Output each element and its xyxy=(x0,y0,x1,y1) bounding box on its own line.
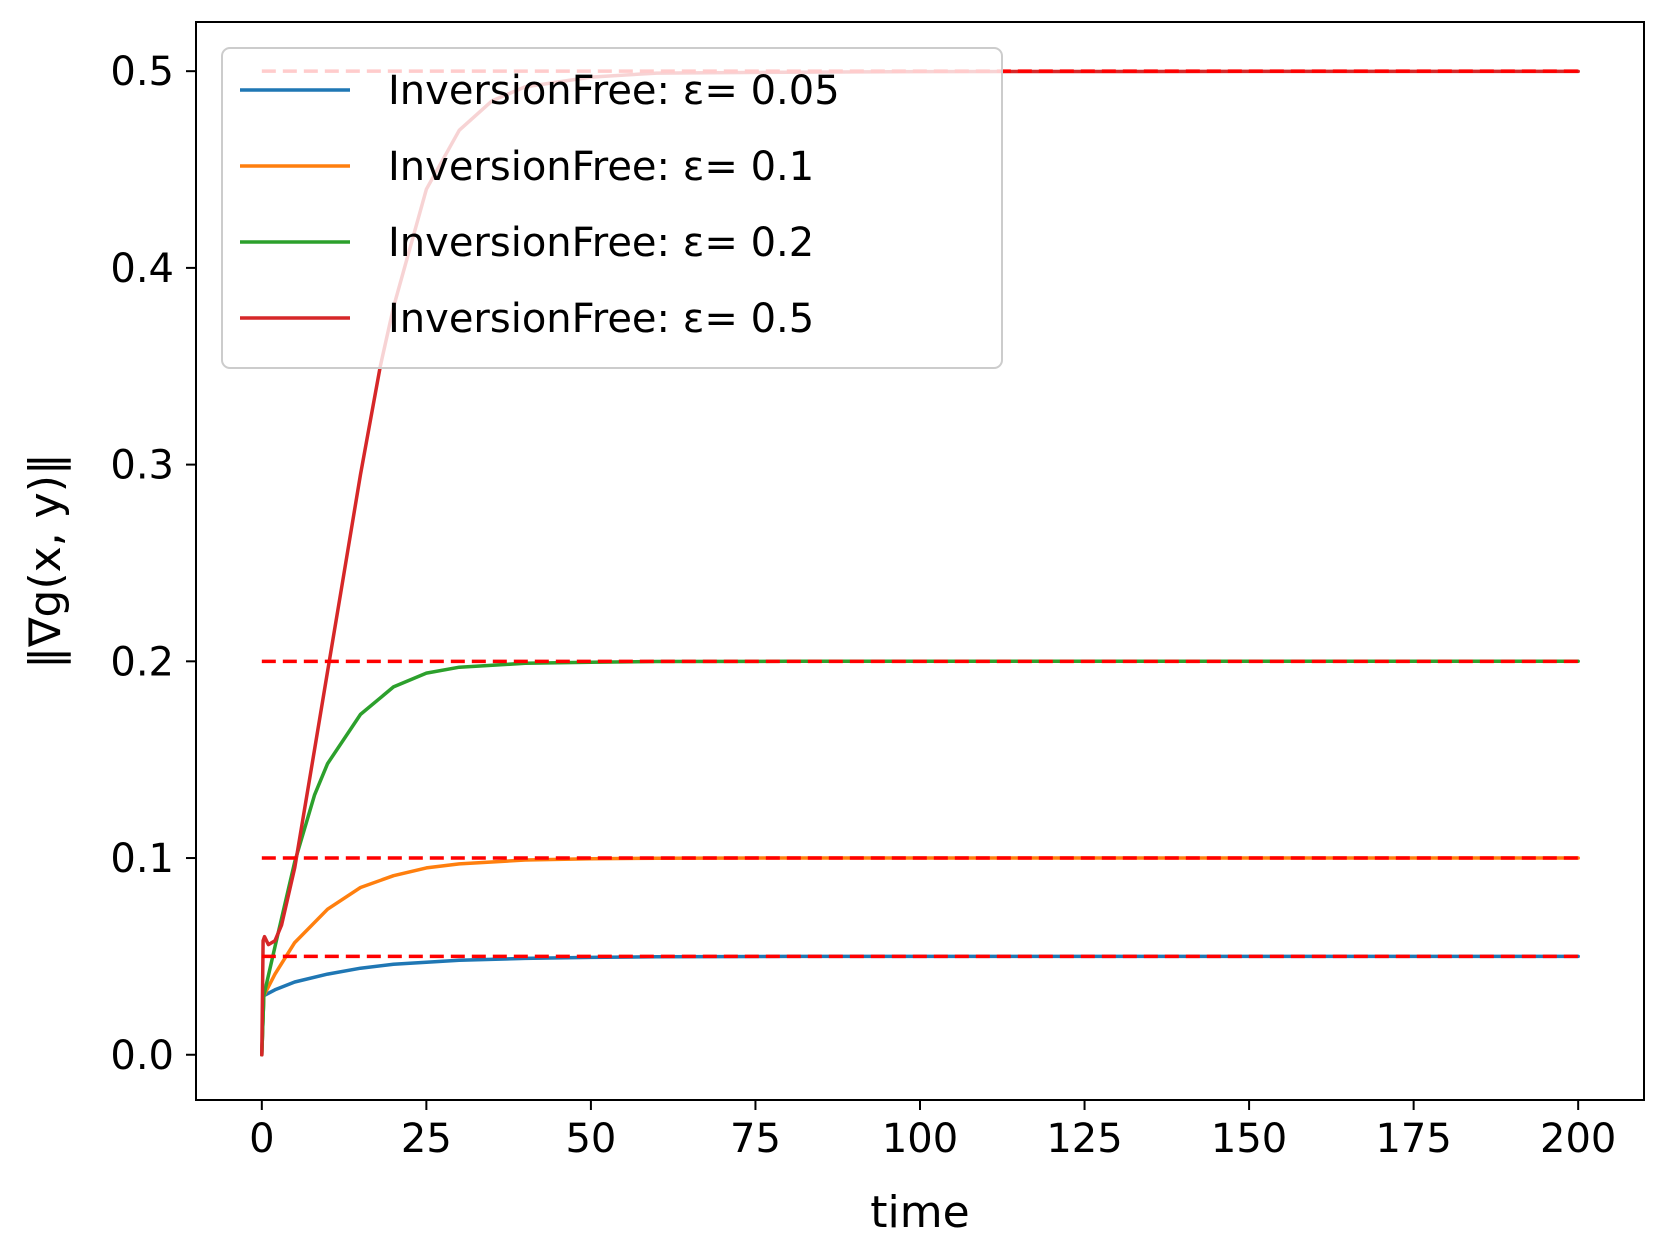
legend-label-4: InversionFree: ε= 0.5 xyxy=(388,296,814,342)
legend-label-2: InversionFree: ε= 0.1 xyxy=(388,144,814,190)
x-axis: 0 25 50 75 100 125 150 175 200 xyxy=(249,1100,1616,1162)
x-tick-label: 75 xyxy=(730,1116,781,1162)
legend-label-1: InversionFree: ε= 0.05 xyxy=(388,68,840,114)
y-tick-label: 0.3 xyxy=(110,443,174,489)
y-axis-label: ‖∇g(x, y)‖ xyxy=(20,453,71,669)
legend-items: InversionFree: ε= 0.05 InversionFree: ε= … xyxy=(240,68,840,342)
y-axis: 0.0 0.1 0.2 0.3 0.4 0.5 xyxy=(110,49,196,1079)
y-tick-label: 0.5 xyxy=(110,49,174,95)
legend-box xyxy=(221,47,1003,369)
x-tick-label: 125 xyxy=(1046,1116,1122,1162)
x-tick-label: 175 xyxy=(1375,1116,1451,1162)
y-tick-label: 0.0 xyxy=(110,1033,174,1079)
y-tick-label: 0.2 xyxy=(110,639,174,685)
y-tick-label: 0.1 xyxy=(110,836,174,882)
x-tick-label: 50 xyxy=(565,1116,616,1162)
x-tick-label: 150 xyxy=(1211,1116,1287,1162)
legend-label-3: InversionFree: ε= 0.2 xyxy=(388,220,814,266)
x-tick-label: 0 xyxy=(249,1116,274,1162)
x-tick-label: 200 xyxy=(1540,1116,1616,1162)
legend: InversionFree: ε= 0.05 InversionFree: ε= … xyxy=(221,47,1003,369)
x-tick-label: 25 xyxy=(401,1116,452,1162)
y-tick-label: 0.4 xyxy=(110,246,174,292)
x-tick-label: 100 xyxy=(882,1116,958,1162)
x-axis-label: time xyxy=(870,1187,969,1238)
